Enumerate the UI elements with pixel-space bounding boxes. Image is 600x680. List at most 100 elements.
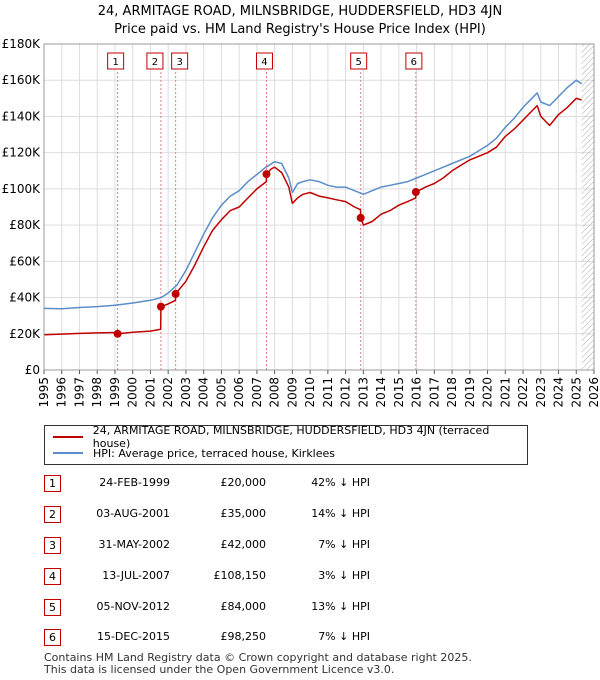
sale-box-label-1: 1 (112, 57, 118, 68)
x-tick-label: 1995 (37, 377, 51, 408)
sale-point-4 (262, 170, 271, 179)
footer-line-1: Contains HM Land Registry data © Crown c… (44, 651, 472, 664)
y-tick-label: £20K (9, 327, 41, 341)
row-hpi: 3% ↓ HPI (318, 569, 370, 582)
sale-box-1 (107, 52, 125, 70)
sale-point-2 (156, 302, 165, 311)
y-tick-label: £0 (25, 363, 40, 377)
table-row: 3 31-MAY-2002 £42,000 7% ↓ HPI (0, 535, 600, 557)
table-row: 2 03-AUG-2001 £35,000 14% ↓ HPI (0, 504, 600, 526)
x-tick-label: 2021 (498, 377, 512, 408)
legend-item-property: 24, ARMITAGE ROAD, MILNSBRIDGE, HUDDERSF… (53, 424, 527, 450)
series-lines (43, 79, 583, 336)
x-tick-label: 2003 (179, 377, 193, 408)
legend-label-property: 24, ARMITAGE ROAD, MILNSBRIDGE, HUDDERSF… (92, 424, 490, 450)
x-tick-label: 2014 (374, 377, 388, 408)
table-row: 1 24-FEB-1999 £20,000 42% ↓ HPI (0, 473, 600, 495)
y-tick-label: £180K (2, 37, 42, 51)
x-tick-label: 2005 (214, 377, 228, 408)
x-tick-label: 2010 (303, 377, 317, 408)
row-hpi: 13% ↓ HPI (311, 600, 370, 613)
forecast-hatch (581, 44, 594, 370)
row-price: £20,000 (220, 476, 267, 489)
chart-subtitle: Price paid vs. HM Land Registry's House … (114, 22, 486, 37)
row-number: 1 (44, 475, 61, 492)
sale-box-label-3: 3 (176, 57, 182, 68)
x-tick-label: 2015 (392, 377, 406, 408)
sale-point-1 (113, 329, 122, 338)
row-hpi: 7% ↓ HPI (318, 630, 370, 643)
x-tick-label: 2025 (569, 377, 583, 408)
x-tick-label: 2019 (463, 377, 477, 408)
x-tick-label: 1996 (55, 377, 69, 408)
table-row: 6 15-DEC-2015 £98,250 7% ↓ HPI (0, 627, 600, 649)
sale-points (113, 170, 420, 338)
row-price: £108,150 (213, 569, 267, 582)
legend: 24, ARMITAGE ROAD, MILNSBRIDGE, HUDDERSF… (44, 424, 528, 465)
sale-box-3 (171, 52, 189, 70)
price-chart: 1 2 3 4 5 6 £0 £20K £40K £60K £80K £100K £120K £140K… (2, 37, 600, 408)
y-tick-label: £40K (9, 291, 41, 305)
row-hpi: 7% ↓ HPI (318, 538, 370, 551)
x-tick-label: 1998 (90, 377, 104, 408)
row-number: 5 (44, 599, 61, 616)
x-tick-label: 2008 (268, 377, 282, 408)
grid (43, 43, 595, 371)
x-tick-label: 2024 (552, 377, 566, 408)
x-tick-label: 2006 (232, 377, 246, 408)
y-tick-label: £100K (2, 182, 42, 196)
x-tick-label: 2007 (250, 377, 264, 408)
x-tick-label: 2017 (427, 377, 441, 408)
plot-frame (43, 43, 595, 371)
row-number: 4 (44, 568, 61, 585)
row-hpi: 42% ↓ HPI (311, 476, 370, 489)
row-number: 3 (44, 537, 61, 554)
row-number: 2 (44, 506, 61, 523)
sale-box-label-4: 4 (261, 57, 267, 68)
row-date: 31-MAY-2002 (98, 538, 170, 551)
axes: £0 £20K £40K £60K £80K £100K £120K £140K £160K £1… (2, 37, 600, 408)
legend-swatch-property (53, 436, 83, 438)
row-price: £98,250 (220, 630, 267, 643)
table-row: 5 05-NOV-2012 £84,000 13% ↓ HPI (0, 597, 600, 619)
x-tick-label: 2012 (339, 377, 353, 408)
legend-item-hpi: HPI: Average price, terraced house, Kirk… (53, 445, 335, 461)
y-tick-label: £140K (2, 109, 42, 123)
sale-box-label-6: 6 (411, 57, 417, 68)
row-date: 05-NOV-2012 (96, 600, 170, 613)
x-tick-label: 2011 (321, 377, 335, 408)
x-tick-label: 2004 (197, 377, 211, 408)
sale-box-6 (405, 52, 423, 70)
x-tick-label: 2026 (587, 377, 600, 408)
x-tick-label: 2016 (410, 377, 424, 408)
y-tick-label: £160K (2, 73, 42, 87)
plot-area (44, 44, 594, 370)
x-tick-label: 2002 (161, 377, 175, 408)
footer-line-2: This data is licensed under the Open Gov… (44, 663, 395, 676)
x-tick-label: 2009 (285, 377, 299, 408)
legend-swatch-hpi (53, 452, 83, 454)
price-paid-line (43, 97, 582, 336)
row-hpi: 14% ↓ HPI (311, 507, 370, 520)
x-tick-label: 1997 (72, 377, 86, 408)
y-tick-label: £80K (9, 218, 41, 232)
x-tick-label: 2000 (126, 377, 140, 408)
row-date: 15-DEC-2015 (96, 630, 170, 643)
sale-labels: 1 2 3 4 5 6 (107, 52, 423, 70)
row-price: £35,000 (220, 507, 267, 520)
row-date: 03-AUG-2001 (96, 507, 170, 520)
row-price: £84,000 (220, 600, 267, 613)
sale-point-5 (356, 213, 365, 222)
sale-box-label-5: 5 (356, 57, 362, 68)
chart-title: 24, ARMITAGE ROAD, MILNSBRIDGE, HUDDERSF… (97, 4, 503, 19)
row-number: 6 (44, 629, 61, 646)
hpi-line (43, 79, 583, 310)
row-price: £42,000 (220, 538, 267, 551)
sale-box-4 (255, 52, 273, 70)
legend-label-hpi: HPI: Average price, terraced house, Kirk… (93, 446, 336, 460)
row-date: 13-JUL-2007 (102, 569, 170, 582)
table-row: 4 13-JUL-2007 £108,150 3% ↓ HPI (0, 566, 600, 588)
x-tick-label: 2020 (481, 377, 495, 408)
sale-point-6 (411, 188, 420, 197)
row-date: 24-FEB-1999 (99, 476, 170, 489)
